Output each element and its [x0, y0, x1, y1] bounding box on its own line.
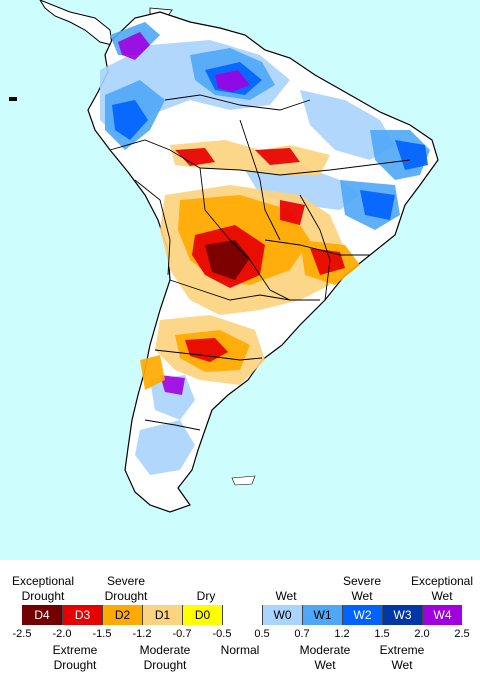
- label-extreme-wet: Extreme Wet: [379, 643, 425, 672]
- tick-label: 1.5: [374, 628, 390, 640]
- label-normal: Normal: [220, 643, 260, 657]
- tick-label: -2.0: [52, 628, 72, 640]
- tick-label: -2.5: [12, 628, 32, 640]
- swatch-normal: [222, 605, 262, 625]
- legend-color-scale: D4 D3 D2 D1 D0 W0 W1 W2 W3 W4: [22, 605, 462, 625]
- swatch-w1: W1: [302, 605, 342, 625]
- tick-label: 2.5: [454, 628, 470, 640]
- island-dot: [9, 97, 17, 101]
- administrative-borders: [109, 94, 411, 431]
- south-america-map: [9, 0, 439, 513]
- swatch-w3: W3: [382, 605, 422, 625]
- tick-label: -0.7: [172, 628, 192, 640]
- tick-label: 0.5: [254, 628, 270, 640]
- swatch-d2: D2: [102, 605, 142, 625]
- label-exceptional-drought: Exceptional Drought: [11, 574, 75, 603]
- swatch-d4: D4: [22, 605, 62, 625]
- swatch-w0: W0: [262, 605, 302, 625]
- label-wet: Wet: [275, 589, 297, 603]
- swatch-w2: W2: [342, 605, 382, 625]
- label-exceptional-wet: Exceptional Wet: [410, 574, 474, 603]
- label-severe-drought: Severe Drought: [104, 574, 148, 603]
- tick-label: -1.2: [132, 628, 152, 640]
- tick-label: 0.7: [294, 628, 310, 640]
- wet-anomaly-regions: [100, 22, 430, 475]
- tick-label: -0.5: [212, 628, 232, 640]
- drought-map: [0, 0, 480, 560]
- swatch-d0: D0: [182, 605, 222, 625]
- swatch-d3: D3: [62, 605, 102, 625]
- label-extreme-drought: Extreme Drought: [52, 643, 98, 672]
- swatch-w4: W4: [422, 605, 462, 625]
- tick-label: 2.0: [414, 628, 430, 640]
- label-moderate-drought: Moderate Drought: [139, 643, 191, 672]
- swatch-d1: D1: [142, 605, 182, 625]
- label-moderate-wet: Moderate Wet: [299, 643, 351, 672]
- central-america-landmass: [39, 0, 113, 46]
- label-dry: Dry: [196, 589, 216, 603]
- label-severe-wet: Severe Wet: [342, 574, 382, 603]
- tick-label: 1.2: [334, 628, 350, 640]
- tick-label: -1.5: [92, 628, 112, 640]
- island-group: [231, 475, 256, 486]
